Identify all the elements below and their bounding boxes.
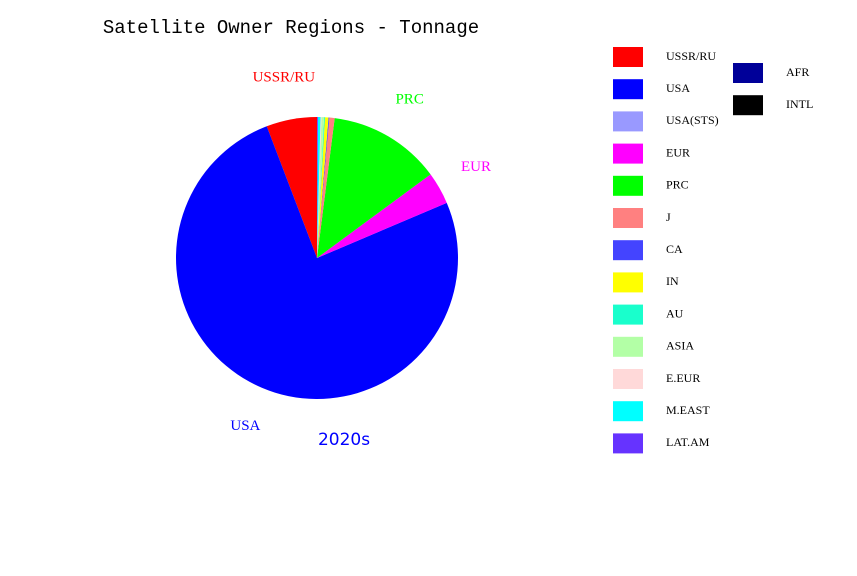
slice-label: USSR/RU [253,69,316,85]
legend-label: J [666,210,671,224]
legend-swatch [733,63,763,83]
legend-swatch [733,95,763,116]
legend-label: IN [666,274,679,288]
legend-label: PRC [666,178,689,192]
legend-swatch [613,208,643,228]
pie-slice [317,117,321,259]
legend-label: ASIA [666,339,694,353]
legend-swatch [613,272,643,293]
legend-swatch [613,240,643,261]
pie-slice [317,118,431,259]
legend-label: EUR [666,145,690,159]
legend-swatch [613,111,643,132]
legend-swatch [613,401,643,422]
legend-label: CA [666,242,683,256]
slice-label: USA [230,418,260,434]
legend-label: USA(STS) [666,113,719,127]
chart-title: Satellite Owner Regions - Tonnage [103,17,479,39]
pie-slice [317,117,325,258]
pie-slice [317,117,329,259]
legend-label: USSR/RU [666,49,716,63]
chart-subtitle: 2020s [318,430,370,450]
legend-swatch [613,336,643,357]
legend-label: M.EAST [666,403,710,417]
legend-swatch [613,369,643,389]
legend-label: LAT.AM [666,435,710,449]
pie-slice [317,117,322,259]
pie-slice [317,117,335,258]
pie-slice [317,117,318,258]
pie-slice [317,117,325,258]
legend-label: USA [666,81,690,95]
legend-label: INTL [786,97,813,111]
legend-swatch [613,304,643,325]
legend-swatch [613,433,643,454]
slice-label: EUR [461,159,491,175]
slice-label: PRC [395,92,423,108]
legend-swatch [613,175,643,196]
pie-slice [317,174,447,258]
legend-label: AFR [786,65,809,79]
legend-label: E.EUR [666,371,700,385]
legend-label: AU [666,306,684,320]
legend-swatch [613,47,643,67]
pie-slice [176,126,458,400]
legend-swatch [613,79,643,100]
legend-swatch [613,143,643,164]
pie-slice [266,117,317,258]
pie-slice [317,117,330,259]
